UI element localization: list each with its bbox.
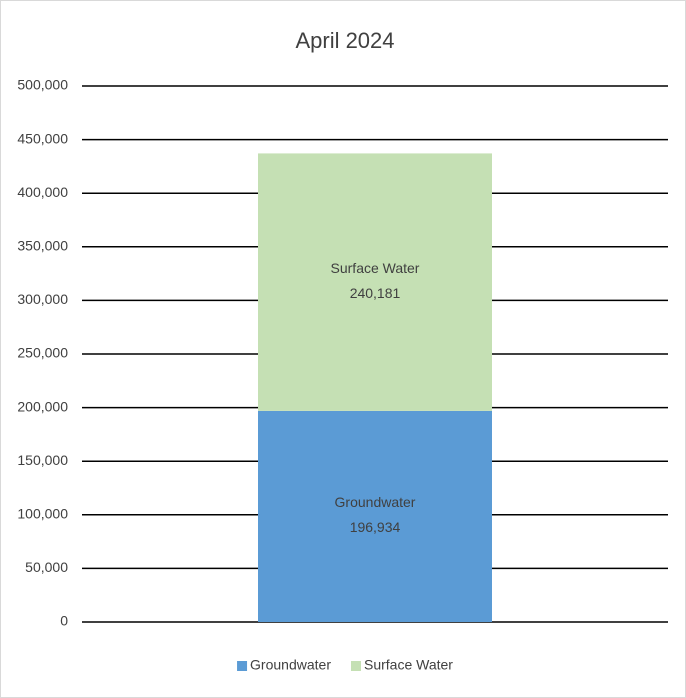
bar-segment xyxy=(258,410,492,622)
segment-name: Surface Water xyxy=(331,260,420,276)
y-tick-label: 150,000 xyxy=(17,452,68,468)
data-label: 196,934 xyxy=(350,519,401,535)
y-tick-label: 300,000 xyxy=(17,291,68,307)
y-tick-label: 200,000 xyxy=(17,398,68,414)
chart-title: April 2024 xyxy=(295,28,394,53)
y-tick-label: 450,000 xyxy=(17,130,68,146)
y-tick-label: 250,000 xyxy=(17,345,68,361)
legend-label: Surface Water xyxy=(364,657,453,673)
bar-segment xyxy=(258,153,492,411)
legend-swatch xyxy=(350,661,361,671)
data-label: 240,181 xyxy=(350,285,401,301)
y-tick-label: 0 xyxy=(60,613,68,629)
y-tick-label: 50,000 xyxy=(25,559,68,575)
legend-label: Groundwater xyxy=(250,657,331,673)
y-tick-label: 400,000 xyxy=(17,184,68,200)
y-tick-label: 100,000 xyxy=(17,506,68,522)
y-tick-label: 350,000 xyxy=(17,238,68,254)
segment-name: Groundwater xyxy=(335,494,416,510)
y-tick-label: 500,000 xyxy=(17,77,68,93)
legend-swatch xyxy=(237,661,248,671)
